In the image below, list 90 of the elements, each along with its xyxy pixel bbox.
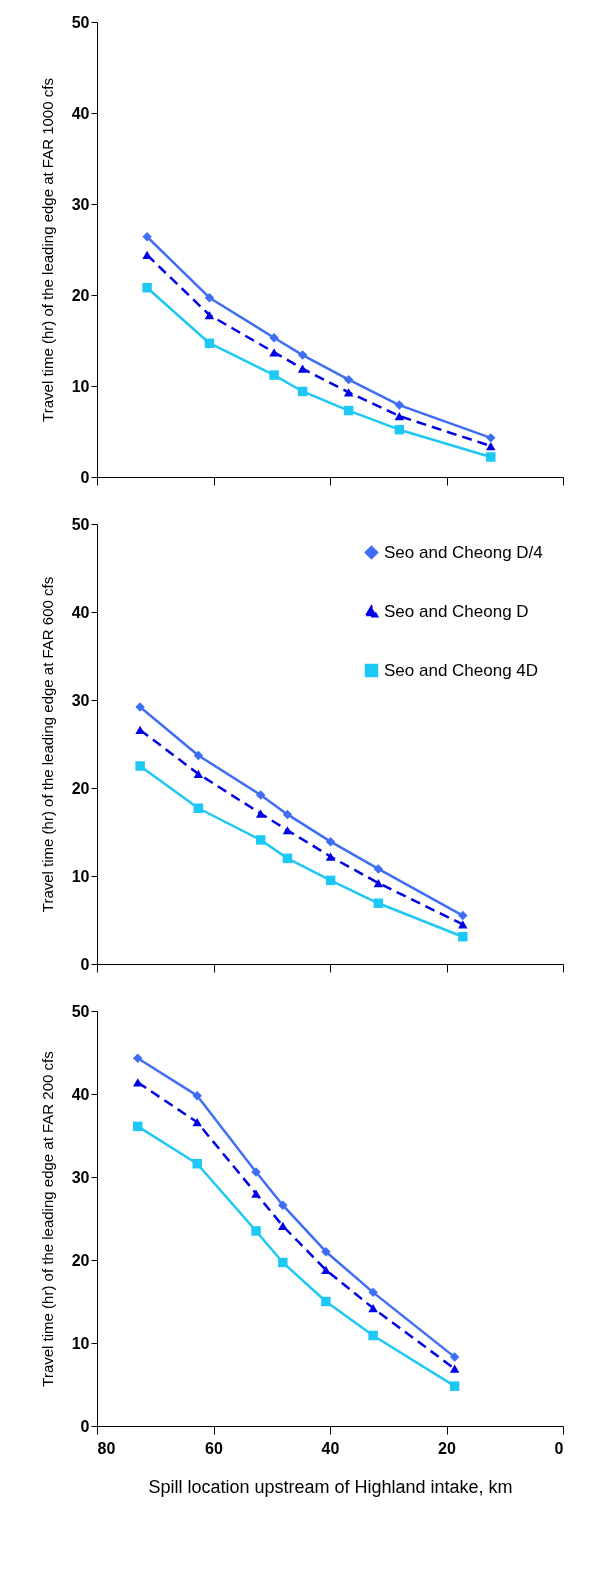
point [255, 835, 266, 845]
point [282, 853, 293, 864]
y-tick-label: 30 [71, 1168, 90, 1186]
y-tick-label: 50 [71, 515, 90, 533]
y-tick-label: 40 [71, 1085, 90, 1103]
point [449, 1352, 460, 1362]
x-tick-label: 20 [438, 1439, 456, 1457]
point [192, 1118, 202, 1127]
y-tick-label: 10 [71, 377, 90, 395]
point [193, 803, 204, 813]
point [269, 370, 279, 380]
x-axis-title: Spill location upstream of Highland intake, km [148, 1476, 513, 1497]
point [251, 1189, 261, 1198]
point [449, 1364, 460, 1373]
y-axis-title: Travel time (hr) of the leading edge at FAR 600 cfs [38, 576, 56, 913]
point [282, 809, 293, 820]
point [135, 725, 145, 735]
y-axis-title: Travel time (hr) of the leading edge at FAR 200 cfs [38, 1051, 56, 1387]
point [204, 310, 215, 320]
point [192, 1090, 202, 1101]
point [278, 1257, 288, 1268]
point [373, 898, 384, 909]
x-tick-label: 80 [97, 1439, 116, 1457]
point [204, 292, 215, 303]
legend-label: Seo and Cheong D [384, 601, 529, 621]
point [458, 910, 468, 921]
point [255, 790, 266, 800]
y-tick-label: 0 [80, 468, 90, 486]
point [321, 1296, 331, 1307]
y-tick-label: 40 [71, 603, 90, 621]
point [373, 878, 384, 888]
point [325, 875, 336, 886]
point [321, 1265, 331, 1275]
y-tick-label: 50 [71, 1002, 90, 1020]
point [193, 769, 204, 779]
y-tick-label: 30 [71, 691, 90, 709]
point [142, 232, 152, 242]
point [133, 1121, 143, 1132]
point [321, 1246, 331, 1257]
point [204, 338, 215, 348]
y-tick-label: 20 [71, 779, 90, 797]
point [486, 441, 496, 451]
y-tick-label: 0 [80, 1417, 90, 1435]
point [368, 1330, 378, 1341]
point [282, 826, 293, 835]
y-tick-label: 20 [71, 1251, 90, 1269]
point [251, 1226, 261, 1236]
point [135, 761, 145, 771]
point [449, 1381, 460, 1391]
point [486, 433, 496, 443]
point [133, 1053, 143, 1064]
point [343, 405, 354, 416]
point [368, 1304, 378, 1313]
point [368, 1287, 378, 1298]
y-tick-label: 10 [71, 1334, 90, 1352]
point [269, 333, 279, 343]
y-tick-label: 30 [71, 195, 90, 213]
y-axis-title: Travel time (hr) of the leading edge at FAR 1000 cfs [38, 78, 56, 422]
point [394, 411, 405, 421]
x-tick-label: 60 [205, 1439, 223, 1457]
y-tick-label: 0 [80, 955, 90, 973]
point [192, 1158, 202, 1169]
point [343, 374, 354, 385]
point [142, 250, 152, 260]
point [297, 364, 308, 373]
point [343, 388, 354, 397]
point [325, 852, 336, 861]
point [255, 809, 266, 818]
point [458, 920, 468, 929]
point [394, 424, 405, 435]
point [142, 282, 152, 293]
y-tick-label: 50 [71, 13, 90, 31]
legend-label: Seo and Cheong 4D [384, 660, 539, 680]
point [458, 931, 468, 942]
point [193, 750, 204, 761]
point [278, 1200, 288, 1210]
point [278, 1221, 288, 1231]
y-tick-label: 10 [71, 867, 90, 885]
point [297, 386, 308, 397]
y-tick-label: 40 [71, 104, 90, 122]
x-tick-label: 0 [554, 1439, 564, 1457]
point [297, 350, 308, 360]
x-tick-label: 40 [321, 1439, 340, 1457]
point [373, 864, 384, 874]
legend-label: Seo and Cheong D/4 [384, 542, 543, 562]
point [269, 348, 279, 357]
y-tick-label: 20 [71, 286, 90, 304]
point [325, 836, 336, 847]
point [486, 452, 496, 462]
point [394, 400, 405, 410]
